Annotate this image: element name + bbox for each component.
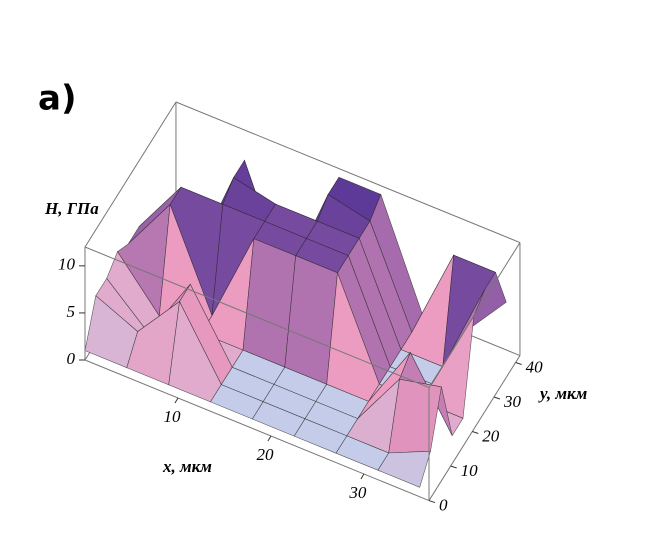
panel-label: a) <box>38 79 76 119</box>
box-edge <box>84 359 430 502</box>
x-tick <box>360 473 365 480</box>
box-edge <box>175 101 521 244</box>
y-tick <box>493 396 501 400</box>
box-edge <box>428 355 521 501</box>
y-tick <box>515 361 522 365</box>
y-tick-label: 10 <box>461 461 479 480</box>
y-tick <box>428 500 436 504</box>
surface-patch <box>377 450 431 488</box>
y-tick-label: 30 <box>503 392 522 411</box>
z-tick-label: 10 <box>58 255 76 274</box>
box-edge <box>428 242 521 388</box>
z-tick-label: 5 <box>67 302 76 321</box>
box-edge <box>84 101 177 248</box>
x-tick-label: 10 <box>163 407 181 426</box>
y-tick-label: 0 <box>439 495 448 514</box>
z-axis-label: H, ГПа <box>44 199 99 218</box>
x-tick <box>267 435 272 442</box>
box-edge <box>84 246 430 389</box>
y-tick <box>450 465 457 469</box>
x-axis-label: x, мкм <box>162 457 212 476</box>
y-axis-label: y, мкм <box>538 384 588 403</box>
y-tick-label: 40 <box>526 357 544 376</box>
x-tick <box>174 397 179 404</box>
x-tick-label: 30 <box>348 483 367 502</box>
z-tick-label: 0 <box>67 349 76 368</box>
y-tick-label: 20 <box>482 426 500 445</box>
x-tick-label: 20 <box>256 445 274 464</box>
y-tick <box>472 431 479 434</box>
